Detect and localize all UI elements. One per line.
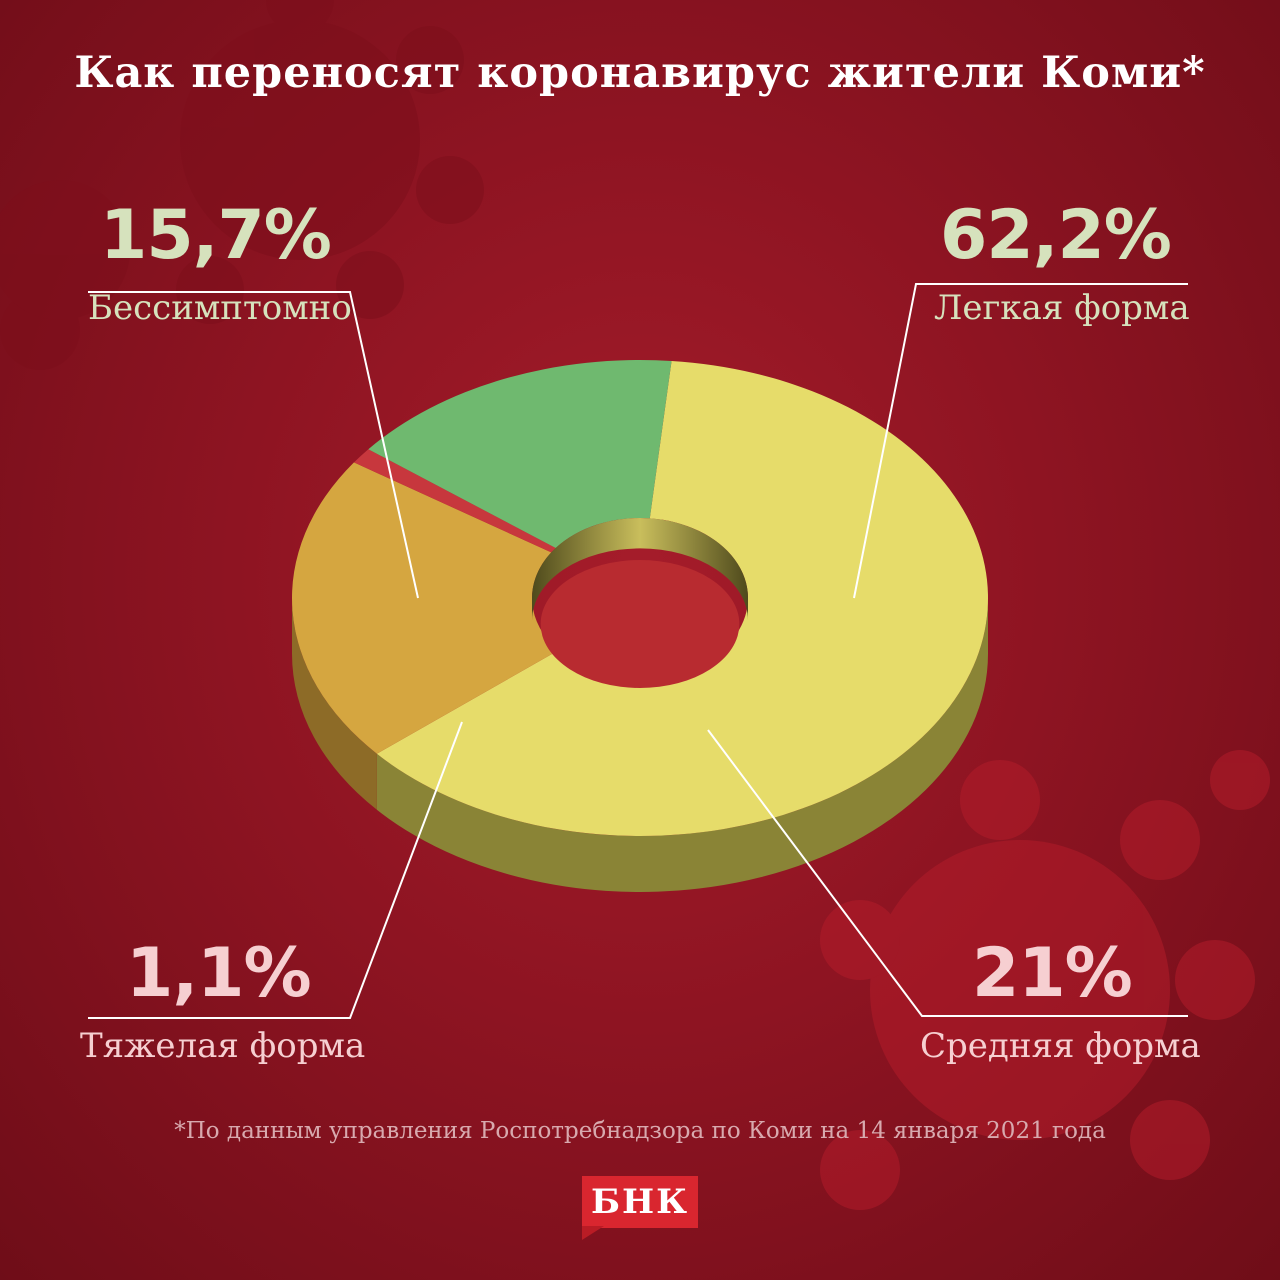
category-label-moderate: Средняя форма [920,1026,1201,1066]
value-label-asymptomatic: 15,7% [100,196,332,275]
slice-2 [353,449,556,553]
leader-line-severe [88,721,463,1019]
slice-3 [368,360,672,548]
donut-hole-wall [532,518,748,621]
chart-title: Как переносят коронавирус жители Коми* [74,48,1206,98]
slice-side-1 [292,598,377,810]
donut-hole-floor [540,560,740,688]
leader-line-moderate [707,729,1188,1017]
value-label-mild: 62,2% [940,196,1172,275]
source-footnote: *По данным управления Роспотребнадзора п… [174,1118,1106,1144]
slice-side-0 [376,598,989,893]
value-label-severe: 1,1% [126,934,312,1013]
leader-line-mild [853,283,1188,599]
bnk-logo-tab [582,1226,604,1240]
bnk-logo: БНК [582,1176,698,1228]
slice-0 [376,360,988,836]
category-label-severe: Тяжелая форма [80,1026,366,1066]
value-label-moderate: 21% [972,934,1133,1013]
category-label-asymptomatic: Бессимптомно [88,288,352,328]
slice-1 [292,462,559,754]
category-label-mild: Легкая форма [934,288,1190,328]
leader-line-asymptomatic [88,291,419,599]
